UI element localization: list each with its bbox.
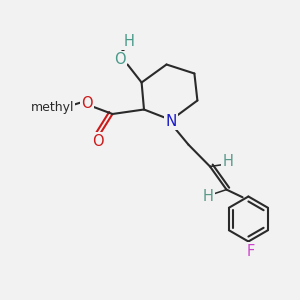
Text: N: N bbox=[165, 114, 177, 129]
Text: methyl: methyl bbox=[31, 101, 74, 115]
Text: O: O bbox=[81, 96, 93, 111]
Text: F: F bbox=[247, 244, 255, 259]
Text: H: H bbox=[124, 34, 134, 49]
Text: O: O bbox=[92, 134, 103, 148]
Text: O: O bbox=[114, 52, 126, 68]
Text: H: H bbox=[203, 189, 214, 204]
Text: H: H bbox=[223, 154, 233, 169]
